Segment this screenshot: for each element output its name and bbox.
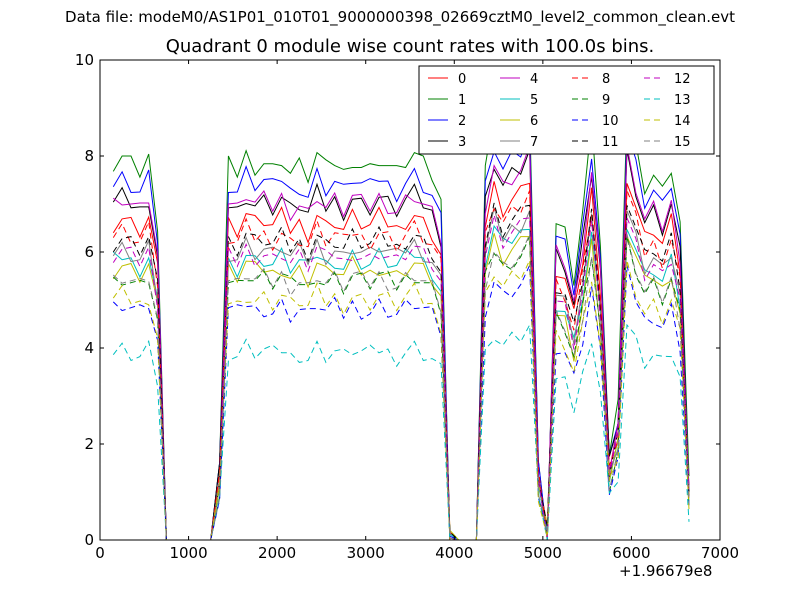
x-tick-label: 2000 bbox=[258, 544, 296, 562]
x-axis-offset-label: +1.96679e8 bbox=[619, 562, 713, 580]
legend-label-12: 12 bbox=[674, 72, 691, 87]
chart-title: Quadrant 0 module wise count rates with … bbox=[165, 36, 655, 57]
x-tick-label: 3000 bbox=[347, 544, 385, 562]
x-tick-label: 1000 bbox=[169, 544, 207, 562]
legend-label-5: 5 bbox=[530, 93, 538, 108]
y-tick-label: 2 bbox=[84, 435, 94, 453]
x-tick-label: 5000 bbox=[524, 544, 562, 562]
y-tick-label: 4 bbox=[84, 339, 94, 357]
data-file-label: Data file: modeM0/AS1P01_010T01_90000003… bbox=[65, 8, 735, 26]
y-tick-label: 8 bbox=[84, 147, 94, 165]
legend-label-2: 2 bbox=[458, 114, 466, 129]
legend-label-15: 15 bbox=[674, 135, 691, 150]
legend-label-9: 9 bbox=[602, 93, 610, 108]
legend-label-3: 3 bbox=[458, 135, 466, 150]
plot-frame bbox=[99, 59, 721, 541]
legend-label-13: 13 bbox=[674, 93, 691, 108]
legend-label-4: 4 bbox=[530, 72, 538, 87]
y-tick-label: 0 bbox=[84, 531, 94, 549]
series-line-10 bbox=[112, 265, 690, 541]
legend-label-8: 8 bbox=[602, 72, 610, 87]
legend-label-1: 1 bbox=[458, 93, 466, 108]
legend-label-0: 0 bbox=[458, 72, 466, 87]
legend-label-6: 6 bbox=[530, 114, 538, 129]
legend-label-7: 7 bbox=[530, 135, 538, 150]
legend-label-11: 11 bbox=[602, 135, 619, 150]
y-tick-label: 6 bbox=[84, 243, 94, 261]
legend-box bbox=[418, 65, 715, 155]
series-layer bbox=[112, 112, 690, 541]
legend-label-14: 14 bbox=[674, 114, 691, 129]
y-tick-label: 10 bbox=[75, 51, 94, 69]
x-tick-label: 7000 bbox=[701, 544, 739, 562]
legend-label-10: 10 bbox=[602, 114, 619, 129]
x-tick-label: 4000 bbox=[435, 544, 473, 562]
x-tick-label: 0 bbox=[95, 544, 105, 562]
x-tick-label: 6000 bbox=[612, 544, 650, 562]
